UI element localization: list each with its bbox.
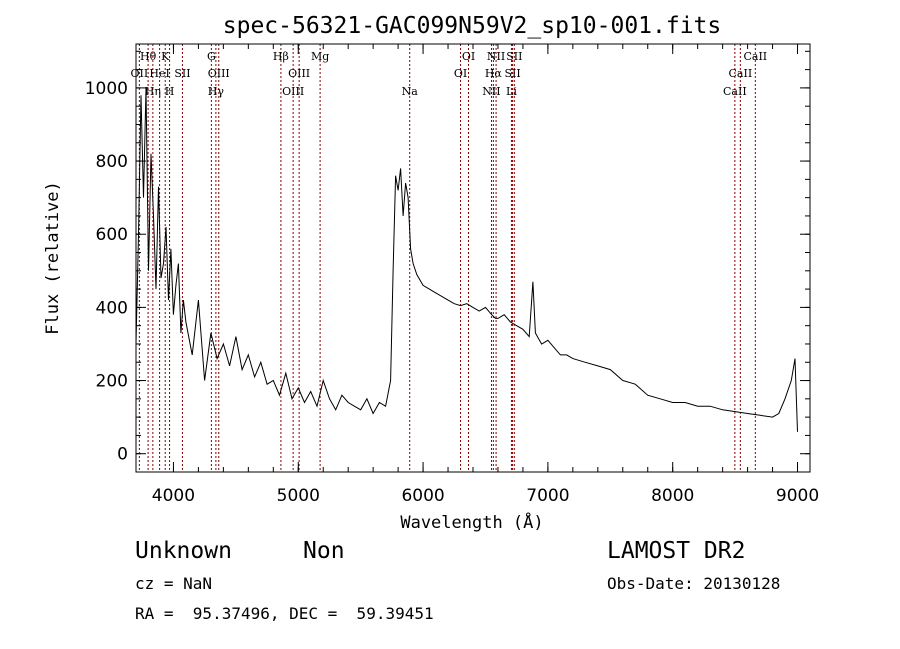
redshift-readout: cz = NaN <box>135 574 213 593</box>
x-tick-label-5: 9000 <box>776 486 819 506</box>
y-tick-label-4: 800 <box>96 152 128 172</box>
line-marker-label-0: Hθ <box>140 50 157 63</box>
x-axis-ticks: 4000 5000 6000 7000 8000 9000 <box>152 44 819 506</box>
line-marker-label-7: SII <box>506 50 522 63</box>
observation-date: Obs-Date: 20130128 <box>607 574 781 593</box>
line-marker-label-21: OIII <box>282 85 304 98</box>
line-marker-label-18: Hη <box>145 85 161 98</box>
y-tick-label-5: 1000 <box>85 79 128 99</box>
line-marker-label-14: OI <box>454 67 467 80</box>
x-tick-label-0: 4000 <box>152 486 195 506</box>
x-tick-label-1: 5000 <box>277 486 320 506</box>
line-marker-label-6: NII <box>487 50 505 63</box>
line-marker-label-23: NII <box>482 85 500 98</box>
line-marker-label-3: Hβ <box>273 50 289 63</box>
chart-title: spec-56321-GAC099N59V2_sp10-001.fits <box>223 13 722 39</box>
line-marker-label-8: CaII <box>743 50 767 63</box>
x-tick-label-2: 6000 <box>401 486 444 506</box>
line-marker-label-1: K <box>161 50 170 63</box>
line-marker-label-19: H <box>165 85 175 98</box>
line-marker-label-20: Hγ <box>208 85 225 98</box>
line-marker-label-10: HeI <box>149 67 169 80</box>
y-tick-label-2: 400 <box>96 298 128 318</box>
x-tick-label-4: 8000 <box>651 486 694 506</box>
y-axis-label: Flux (relative) <box>43 181 63 335</box>
line-marker-label-15: Hα <box>485 67 503 80</box>
line-marker-label-2: G <box>207 50 216 63</box>
coordinates-readout: RA = 95.37496, DEC = 59.39451 <box>135 604 434 623</box>
x-tick-label-3: 7000 <box>526 486 569 506</box>
line-marker-label-16: SII <box>504 67 520 80</box>
plot-frame <box>135 43 811 473</box>
line-marker-label-5: OI <box>462 50 475 63</box>
object-subclass: Non <box>303 538 345 564</box>
line-marker-label-13: OIII <box>288 67 310 80</box>
object-class: Unknown <box>135 538 232 564</box>
y-axis-ticks: 0 200 400 600 800 1000 <box>85 50 810 465</box>
line-marker-label-24: Li <box>506 85 517 98</box>
y-tick-label-1: 200 <box>96 372 128 392</box>
y-tick-label-3: 600 <box>96 225 128 245</box>
line-marker-label-4: Mg <box>311 50 329 63</box>
line-marker-label-11: SII <box>174 67 190 80</box>
line-marker-label-9: OII <box>131 67 149 80</box>
spectrum-line <box>135 87 798 432</box>
line-marker-label-25: CaII <box>723 85 747 98</box>
line-marker-label-22: Na <box>402 85 419 98</box>
line-marker-label-12: OIII <box>208 67 230 80</box>
line-marker-label-17: CaII <box>729 67 753 80</box>
x-axis-label: Wavelength (Å) <box>400 511 543 533</box>
line-markers <box>138 44 756 472</box>
y-tick-label-0: 0 <box>117 445 128 465</box>
survey-name: LAMOST DR2 <box>607 538 746 564</box>
